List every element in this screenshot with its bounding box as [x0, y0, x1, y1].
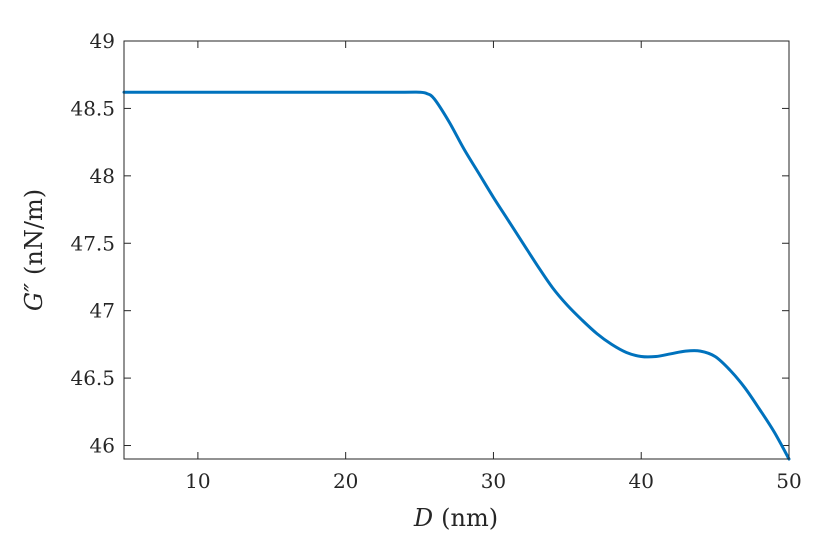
- y-axis-variable: G″: [20, 283, 48, 311]
- plot-box: [123, 40, 790, 460]
- x-tick-label: 30: [481, 469, 506, 493]
- axis-tick-labels: 10 20 30 40 50 46 46.5 47 47.5 48 48.5 49: [70, 29, 801, 493]
- x-tick-label: 40: [628, 469, 653, 493]
- x-tick-label: 10: [185, 469, 210, 493]
- y-tick-label: 48.5: [70, 96, 115, 120]
- y-tick-label: 47.5: [70, 231, 115, 255]
- series-line: [122, 90, 791, 461]
- x-tick-label: 20: [333, 469, 358, 493]
- x-axis-title: D (nm): [413, 504, 498, 532]
- y-tick-label: 46: [90, 434, 115, 458]
- y-tick-label: 49: [90, 29, 115, 53]
- x-tick-label: 50: [776, 469, 801, 493]
- y-tick-label: 47: [90, 299, 115, 323]
- y-tick-label: 46.5: [70, 366, 115, 390]
- y-tick-label: 48: [90, 164, 115, 188]
- y-axis-unit: (nN/m): [20, 189, 48, 275]
- x-axis-unit: (nm): [441, 504, 498, 532]
- y-axis-title: G″ (nN/m): [20, 189, 48, 311]
- plot-background: [124, 41, 789, 459]
- x-axis-variable: D: [413, 504, 433, 532]
